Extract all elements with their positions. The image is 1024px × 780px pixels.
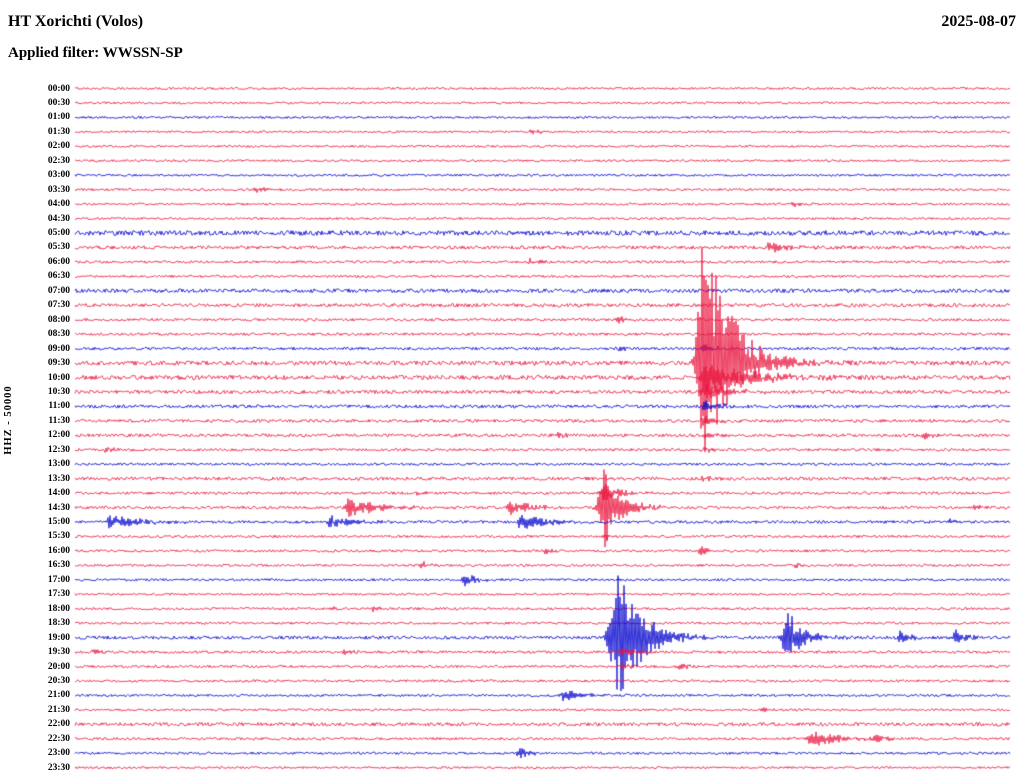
time-label: 18:30: [47, 618, 70, 629]
time-label: 20:30: [47, 675, 70, 686]
time-label: 15:00: [47, 517, 70, 527]
time-label: 08:30: [47, 329, 70, 340]
time-label: 18:00: [47, 603, 70, 614]
date-label: 2025-08-07: [941, 13, 1016, 30]
time-label: 23:30: [47, 762, 70, 773]
time-label: 05:00: [47, 228, 70, 238]
time-label: 12:00: [47, 430, 70, 441]
time-label: 08:00: [47, 314, 70, 325]
time-label: 23:00: [47, 748, 70, 759]
time-label: 22:00: [47, 719, 70, 730]
time-label: 22:30: [47, 733, 70, 744]
time-label: 21:00: [47, 690, 70, 701]
time-label: 16:30: [47, 560, 70, 571]
time-label: 09:30: [47, 358, 70, 369]
time-label: 04:00: [47, 199, 70, 210]
time-label: 01:30: [47, 126, 70, 137]
time-label: 15:30: [47, 531, 70, 542]
time-label: 19:00: [47, 632, 70, 643]
time-label: 00:00: [47, 83, 70, 94]
time-label: 04:30: [47, 213, 70, 224]
time-label: 21:30: [47, 704, 70, 715]
time-label: 16:00: [47, 545, 70, 556]
time-label: 19:30: [47, 647, 70, 658]
time-label: 10:30: [47, 386, 70, 397]
time-label: 00:30: [47, 97, 70, 108]
time-label: 02:00: [47, 141, 70, 152]
time-label: 09:00: [47, 343, 70, 354]
time-label: 05:30: [47, 242, 70, 253]
time-label: 11:00: [48, 401, 70, 412]
time-label: 13:30: [47, 473, 70, 484]
time-label: 06:30: [47, 271, 70, 282]
time-label: 17:00: [47, 574, 70, 585]
time-label: 20:00: [47, 661, 70, 672]
time-label: 03:30: [47, 184, 70, 195]
station-title: HT Xorichti (Volos): [8, 13, 144, 30]
time-label: 17:30: [47, 589, 70, 600]
time-label: 07:00: [47, 285, 70, 296]
time-label: 14:00: [47, 488, 70, 499]
time-label: 10:00: [47, 372, 70, 383]
time-label: 01:00: [47, 112, 70, 123]
time-label: 03:00: [47, 170, 70, 181]
time-label: 12:30: [47, 444, 70, 455]
time-label: 02:30: [47, 155, 70, 166]
time-label: 14:30: [47, 502, 70, 513]
time-label: 11:30: [48, 415, 70, 426]
filter-label: Applied filter: WWSSN-SP: [8, 45, 183, 61]
time-label: 07:30: [47, 300, 70, 311]
time-label: 13:00: [47, 459, 70, 470]
time-label: 06:00: [47, 256, 70, 267]
